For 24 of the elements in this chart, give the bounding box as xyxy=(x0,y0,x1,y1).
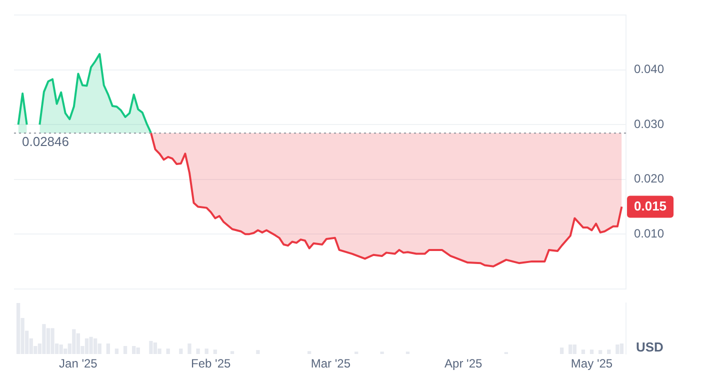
bar xyxy=(620,343,624,354)
x-tick-label: Apr '25 xyxy=(444,356,483,371)
bar xyxy=(114,348,119,354)
bar xyxy=(76,333,80,354)
y-tick-label: 0.020 xyxy=(634,172,664,186)
bar xyxy=(84,338,89,354)
y-tick-label: 0.030 xyxy=(634,116,664,131)
y-tick-label: 0.040 xyxy=(634,62,664,76)
x-tick-label: May '25 xyxy=(570,356,613,371)
bar xyxy=(560,348,564,354)
bar xyxy=(93,338,98,354)
bar xyxy=(123,346,128,354)
bar xyxy=(153,342,158,354)
text: 0.015 xyxy=(634,198,667,214)
y-axis-title: USD xyxy=(636,340,664,355)
bar xyxy=(16,303,20,354)
bar xyxy=(581,350,586,354)
y-tick-label: 0.010 xyxy=(634,226,664,240)
ref-line-label: 0.02846 xyxy=(22,134,69,150)
bar xyxy=(46,328,50,354)
bar xyxy=(590,350,594,354)
x-tick-label: Jan '25 xyxy=(59,356,98,371)
x-tick-label: Mar '25 xyxy=(310,356,351,371)
x-tick-label: Feb '25 xyxy=(191,356,232,371)
